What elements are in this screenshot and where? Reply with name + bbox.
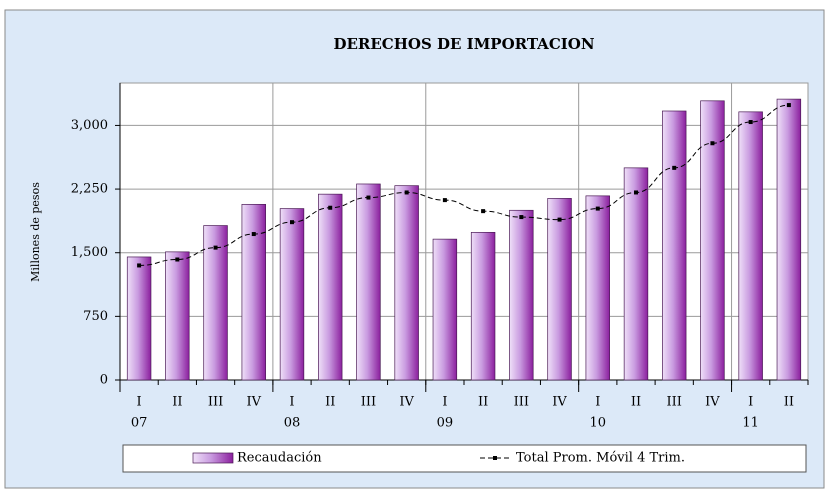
legend-marker <box>493 456 497 460</box>
x-tick-label: III <box>667 395 682 410</box>
year-label: 08 <box>284 416 301 431</box>
line-marker <box>366 195 371 200</box>
y-tick-label: 1,500 <box>71 245 108 260</box>
x-tick-label: IV <box>552 395 567 410</box>
x-tick-label: II <box>478 395 488 410</box>
x-tick-label: II <box>172 395 182 410</box>
line-marker <box>710 141 715 146</box>
bar <box>356 183 381 381</box>
legend-swatch <box>192 452 234 464</box>
x-tick-label: I <box>137 395 142 410</box>
line-marker <box>328 205 333 210</box>
line-marker <box>481 209 486 214</box>
bar <box>662 110 687 381</box>
line-marker <box>595 206 600 211</box>
bar <box>623 167 649 381</box>
line-marker <box>251 232 256 237</box>
bar <box>165 251 190 381</box>
line-marker <box>175 257 180 262</box>
bar <box>241 203 266 381</box>
y-tick-label: 750 <box>83 309 108 324</box>
y-tick-label: 3,000 <box>71 118 108 133</box>
x-tick-label: III <box>208 395 223 410</box>
plot-area <box>119 82 809 381</box>
x-tick-label: I <box>595 395 600 410</box>
y-axis-title: Millones de pesos <box>29 182 42 282</box>
bar <box>394 185 419 381</box>
x-tick-label: I <box>748 395 753 410</box>
bar <box>700 100 725 381</box>
bar <box>776 98 802 381</box>
x-tick-label: II <box>784 395 794 410</box>
x-tick-label: I <box>289 395 294 410</box>
bar <box>432 238 458 381</box>
line-marker <box>404 190 409 195</box>
bar <box>585 195 610 381</box>
bar <box>126 256 152 381</box>
year-label: 11 <box>742 416 759 431</box>
year-label: 09 <box>437 416 454 431</box>
legend-label: Recaudación <box>237 451 322 466</box>
bar <box>318 193 343 381</box>
line-marker <box>519 215 524 220</box>
y-tick-label: 2,250 <box>71 182 108 197</box>
line-marker <box>290 220 294 225</box>
x-tick-label: IV <box>705 395 720 410</box>
x-tick-label: III <box>361 395 376 410</box>
x-tick-label: IV <box>247 395 262 410</box>
x-tick-label: II <box>631 395 641 410</box>
bar <box>203 225 228 381</box>
x-tick-label: I <box>442 395 447 410</box>
x-tick-label: IV <box>399 395 414 410</box>
line-marker <box>634 190 638 195</box>
bar <box>509 209 534 381</box>
legend <box>122 444 807 473</box>
line-marker <box>748 120 753 125</box>
line-marker <box>786 103 791 108</box>
moving-average-line <box>139 104 789 266</box>
bar <box>738 111 763 381</box>
line-marker <box>557 217 562 222</box>
bar <box>470 231 496 381</box>
line-marker <box>442 198 447 203</box>
x-tick-label: II <box>325 395 335 410</box>
legend-label: Total Prom. Móvil 4 Trim. <box>516 451 685 466</box>
chart-title: DERECHOS DE IMPORTACION <box>333 35 594 53</box>
y-tick-label: 0 <box>100 373 108 388</box>
x-tick-label: III <box>514 395 529 410</box>
bar <box>547 198 572 381</box>
year-label: 10 <box>590 416 607 431</box>
bar <box>279 208 305 381</box>
year-label: 07 <box>131 416 148 431</box>
line-marker <box>213 245 218 250</box>
line-marker <box>672 165 677 170</box>
line-marker <box>137 263 142 268</box>
